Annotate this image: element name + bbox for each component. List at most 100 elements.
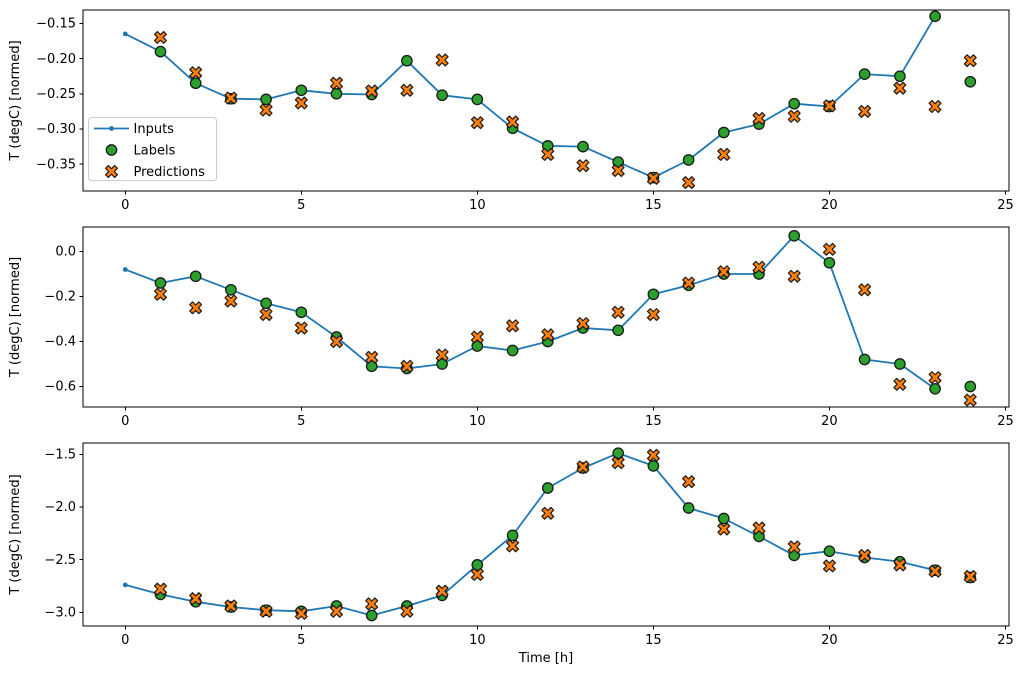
predictions-point (224, 294, 238, 308)
predictions-point (259, 103, 273, 117)
labels-point (577, 140, 589, 153)
predictions-point (330, 76, 344, 90)
predictions-point (682, 276, 696, 290)
predictions-point (963, 54, 977, 68)
predictions-point (259, 604, 273, 618)
labels-point (823, 256, 836, 269)
labels-point (471, 340, 484, 352)
predictions-point (506, 115, 520, 129)
labels-point (365, 609, 378, 622)
predictions-point (365, 597, 379, 611)
axes-frame (82, 226, 1010, 408)
y-tick-label: −2.5 (44, 553, 76, 568)
predictions-marker-sample-icon (104, 164, 119, 179)
labels-point (541, 482, 554, 494)
predictions-point (506, 539, 520, 553)
labels-point (506, 344, 519, 357)
labels-point (365, 360, 378, 373)
labels-point (788, 229, 801, 242)
legend-label-labels: Labels (134, 144, 176, 159)
predictions-point (682, 475, 696, 489)
labels-point (717, 126, 730, 139)
predictions-point (153, 582, 167, 596)
predictions-point (646, 448, 660, 462)
predictions-point (858, 548, 872, 562)
labels-point (612, 447, 625, 460)
inputs-point (122, 582, 128, 588)
labels-point (717, 512, 730, 525)
inputs-line (124, 234, 936, 390)
predictions-point (717, 265, 731, 279)
predictions-point (682, 176, 696, 190)
predictions-point (822, 559, 836, 573)
labels-point (682, 502, 695, 514)
inputs-line (124, 15, 936, 179)
predictions-point (893, 377, 907, 391)
predictions-point (470, 330, 484, 344)
labels-point (682, 154, 695, 166)
labels-point (929, 10, 941, 23)
labels-point (612, 324, 625, 337)
predictions-point (893, 558, 907, 572)
labels-point (788, 97, 801, 110)
axes-frame (82, 9, 1010, 192)
predictions-point (752, 111, 766, 125)
predictions-point (576, 460, 590, 474)
predictions-point (294, 321, 308, 335)
y-axis-label-3: T (degC) [normed] (8, 474, 23, 595)
predictions-point (541, 147, 555, 161)
predictions-point (963, 569, 977, 583)
labels-marker-sample-icon (105, 144, 118, 156)
predictions-point (470, 116, 484, 130)
predictions-point (400, 604, 414, 618)
predictions-point (541, 506, 555, 520)
labels-point (823, 545, 836, 558)
y-tick-label: −1.5 (44, 447, 76, 462)
predictions-point (576, 317, 590, 331)
labels-point (858, 68, 871, 80)
subplot-2: 0 5 10 15 20 25 0.0 −0.2 −0.4 −0.6 (44, 226, 1014, 429)
predictions-point (435, 584, 449, 598)
y-tick-label: −0.25 (36, 87, 76, 102)
labels-point (260, 297, 272, 310)
predictions-point (400, 83, 414, 97)
labels-point (330, 87, 343, 100)
labels-point (858, 353, 871, 366)
legend-item-inputs: Inputs (94, 122, 174, 137)
predictions-point (787, 269, 801, 283)
predictions-point (611, 456, 625, 470)
labels-point (189, 270, 202, 283)
labels-point (471, 559, 484, 571)
axes-frame (82, 442, 1010, 627)
predictions-point (365, 350, 379, 364)
labels-point (471, 93, 484, 106)
y-axis-label-2: T (degC) [normed] (8, 257, 23, 378)
predictions-point (224, 91, 238, 105)
labels-point (436, 89, 448, 102)
x-tick-label: 25 (997, 198, 1014, 213)
x-tick-label: 0 (121, 633, 129, 648)
x-tick-label: 20 (821, 633, 838, 648)
predictions-point (576, 159, 590, 173)
labels-point (295, 306, 308, 319)
labels-point (647, 460, 660, 472)
predictions-point (928, 99, 942, 113)
predictions-point (294, 606, 308, 620)
predictions-point (506, 319, 520, 333)
x-tick-label: 10 (469, 198, 486, 213)
x-tick-label: 5 (297, 414, 305, 429)
inputs-point (122, 267, 128, 272)
legend-box (88, 117, 217, 181)
labels-point (506, 529, 519, 542)
x-tick-label: 5 (297, 198, 305, 213)
predictions-point (752, 260, 766, 274)
labels-point (436, 358, 448, 370)
x-tick-label: 15 (645, 198, 662, 213)
inputs-line (125, 452, 936, 617)
x-tick-label: 25 (997, 633, 1014, 648)
inputs-point (122, 31, 128, 37)
predictions-point (928, 564, 942, 578)
labels-point (225, 283, 237, 296)
x-tick-label: 20 (821, 414, 838, 429)
